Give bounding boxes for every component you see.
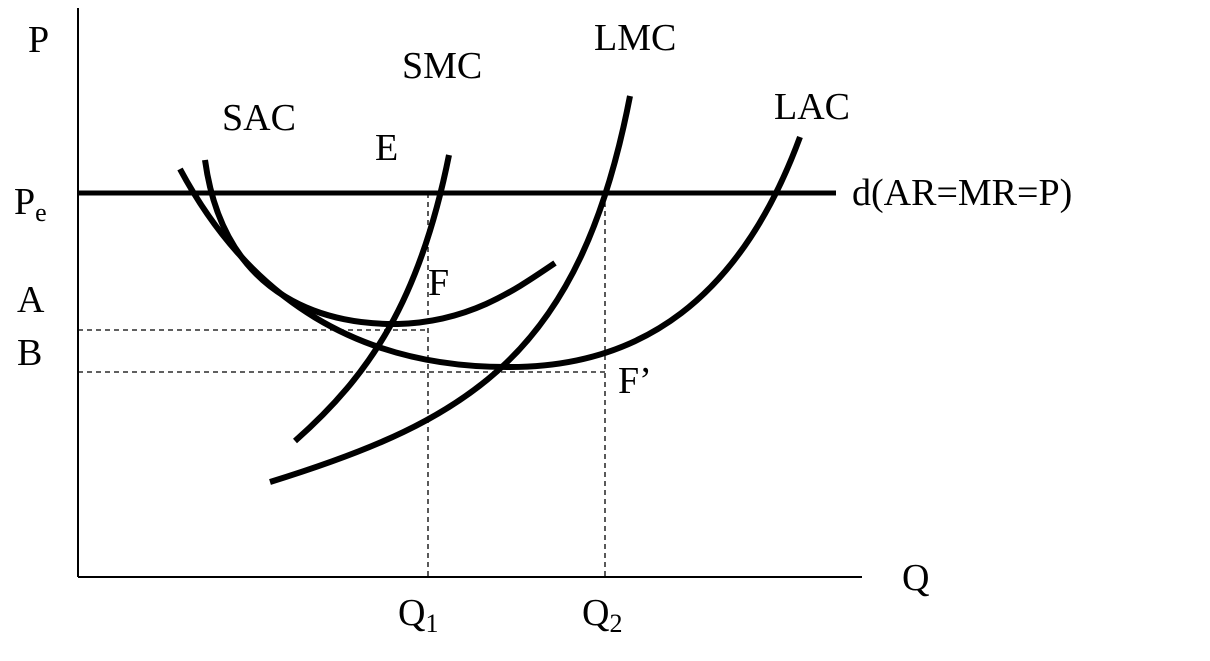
pe-label: Pe [14,181,47,227]
lmc-label: LMC [594,17,676,59]
smc-curve [293,154,452,444]
sac-label: SAC [222,97,296,139]
point-f-prime-label: F’ [618,360,652,402]
a-label: A [17,279,45,321]
y-axis-label: P [28,19,49,61]
lac-label: LAC [774,86,850,128]
b-label: B [17,332,42,374]
point-f-label: F [428,262,449,304]
point-e-label: E [375,127,398,169]
demand-label: d(AR=MR=P) [852,172,1072,214]
q2-label: Q2 [582,592,622,638]
lac-curve [177,135,803,371]
x-axis-label: Q [902,557,929,599]
sac-curve [202,159,557,328]
smc-label: SMC [402,45,482,87]
lmc-curve [269,95,633,485]
q1-label: Q1 [398,592,438,638]
